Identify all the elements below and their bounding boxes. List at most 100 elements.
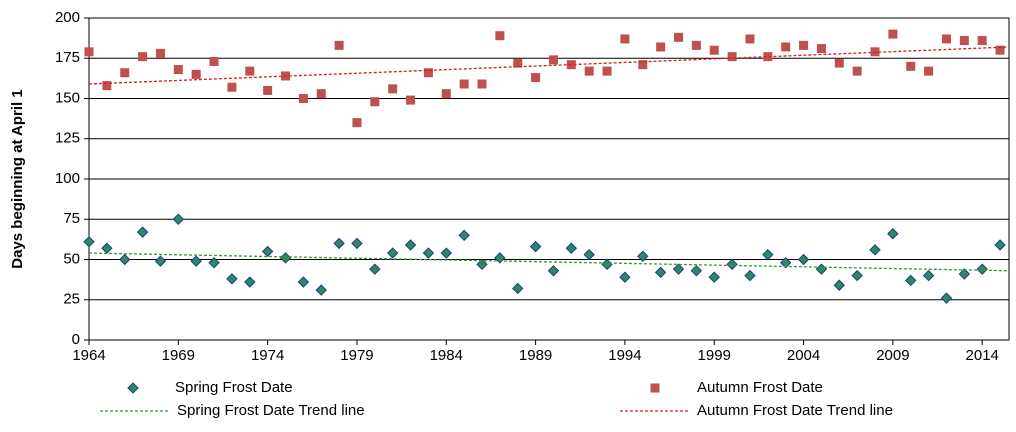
y-tick-label: 0 [72,331,80,348]
legend-label: Spring Frost Date Trend line [177,402,365,419]
spring-point [905,274,917,287]
autumn-point [263,85,273,95]
spring-point [994,239,1006,251]
x-tick-label: 1964 [72,347,105,364]
autumn-point [816,44,826,54]
autumn-point [602,66,612,76]
legend-label: Autumn Frost Date Trend line [697,402,893,419]
spring-point [797,253,810,266]
spring-point [476,258,488,271]
autumn-point [799,40,809,50]
autumn-point [638,60,648,70]
autumn-point [459,79,469,89]
spring-point [494,252,506,264]
autumn-point [191,69,201,79]
spring-point [244,276,256,288]
legend-label: Autumn Frost Date [697,379,823,396]
spring-point [333,237,345,250]
spring-point [672,263,685,275]
spring-point [529,240,542,253]
spring-point [940,292,953,304]
legend-marker [127,382,139,394]
autumn-point [352,118,362,128]
autumn-point [495,31,505,41]
autumn-point [531,73,541,83]
spring-point [833,279,845,291]
trend-line [88,46,1010,85]
autumn-point [656,42,666,52]
autumn-point [227,82,237,92]
x-tick-label: 1979 [340,347,373,364]
spring-point [279,252,292,264]
spring-point [208,257,220,269]
y-tick-label: 125 [55,130,80,147]
y-axis-label: Days beginning at April 1 [9,89,26,268]
spring-point [440,247,452,259]
autumn-point [477,79,487,89]
legend-marker [650,383,660,393]
autumn-point [138,52,148,62]
autumn-point [370,97,380,107]
autumn-point [316,89,326,99]
spring-point [922,269,935,282]
y-tick-label: 100 [55,170,80,187]
y-tick-label: 150 [55,89,80,106]
spring-point [422,247,435,259]
spring-point [976,263,988,275]
spring-point [101,242,113,254]
spring-point [119,253,131,266]
autumn-point [763,52,773,62]
spring-point [297,276,310,288]
autumn-point [388,84,398,94]
autumn-point [441,89,451,99]
spring-point [815,263,828,275]
spring-point [779,257,792,269]
spring-point [708,271,720,283]
spring-point [458,229,470,242]
y-tick-label: 50 [63,250,80,267]
autumn-point [727,52,737,62]
spring-point [547,265,560,277]
autumn-point [674,32,684,42]
spring-point [154,255,167,267]
spring-point [136,226,149,238]
spring-point [958,268,971,280]
autumn-point [959,36,969,46]
spring-point [851,269,863,282]
x-tick-label: 1989 [519,347,552,364]
autumn-point [924,66,934,76]
autumn-point [977,36,987,46]
autumn-point [298,94,308,103]
spring-point [172,213,185,225]
spring-point [887,228,899,240]
spring-point [386,247,399,259]
autumn-point [334,40,344,50]
autumn-point [209,56,219,66]
spring-point [869,244,881,256]
spring-point [190,255,202,267]
spring-point [351,237,363,250]
autumn-point [423,68,433,78]
legend-label: Spring Frost Date [175,379,293,396]
autumn-point [513,58,523,68]
autumn-point [173,65,183,75]
spring-point [726,258,738,271]
autumn-point [155,48,165,58]
autumn-point [834,58,844,68]
spring-point [583,248,595,261]
spring-point [404,239,417,251]
autumn-point [120,68,130,78]
autumn-point [781,42,791,52]
spring-point [619,271,631,283]
autumn-point [852,66,862,76]
autumn-point [584,66,594,76]
spring-point [315,284,327,296]
autumn-point [941,34,951,44]
autumn-point [691,40,701,50]
spring-point [369,263,381,275]
spring-point [261,245,274,258]
spring-point [83,236,95,248]
autumn-point [548,55,558,65]
autumn-point [102,81,112,91]
